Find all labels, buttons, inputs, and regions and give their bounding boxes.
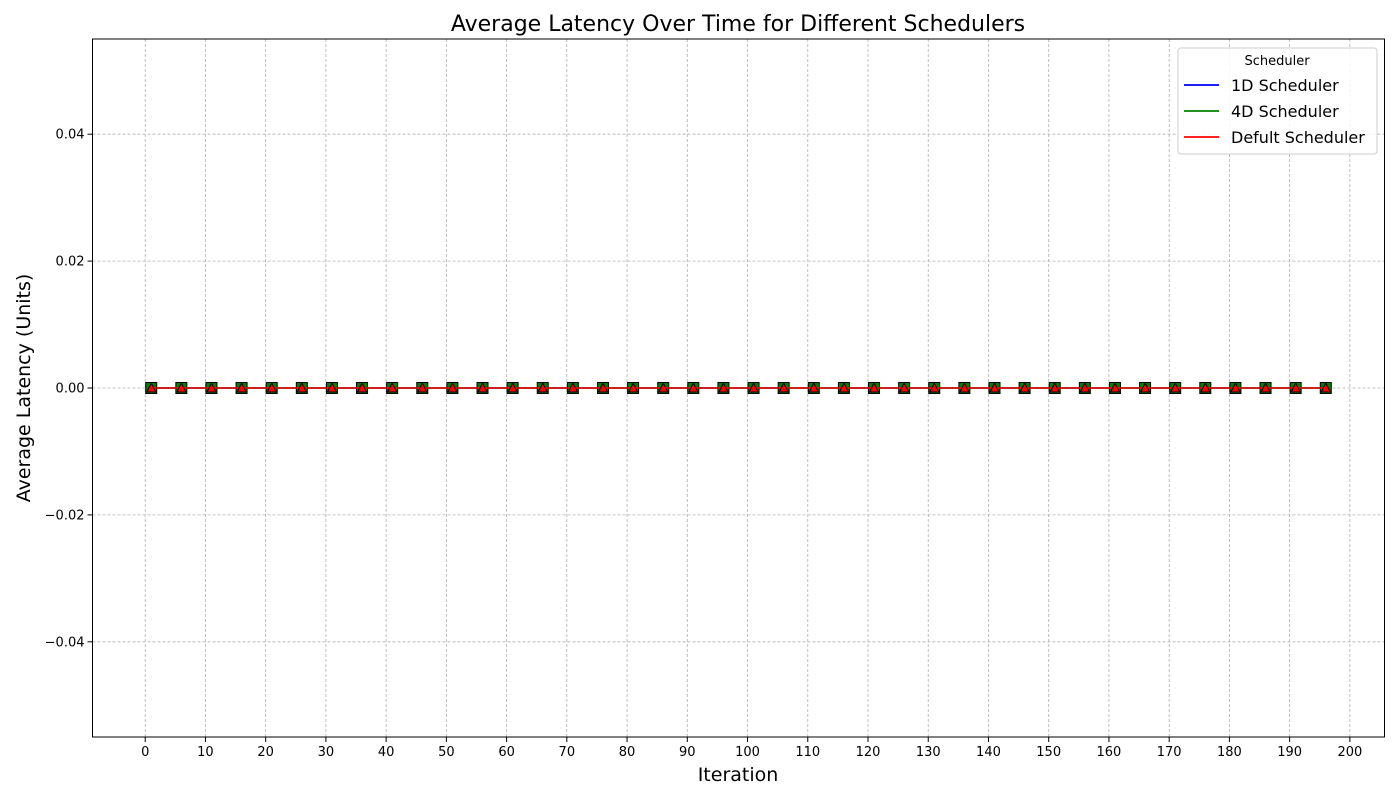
- y-tick-label: 0.00: [56, 382, 85, 397]
- legend-title: Scheduler: [1244, 54, 1310, 69]
- data-point: [206, 381, 217, 393]
- series-3: [145, 381, 1332, 393]
- legend-box: [1177, 47, 1378, 155]
- data-point: [778, 381, 789, 393]
- data-point: [1049, 381, 1061, 393]
- data-point: [537, 381, 549, 393]
- data-point: [627, 381, 639, 393]
- x-axis-label: Iteration: [698, 764, 779, 786]
- data-point: [959, 381, 970, 393]
- data-point: [416, 381, 428, 393]
- x-tick-label: 100: [735, 745, 760, 760]
- legend-entry: 1D Scheduler: [1184, 76, 1339, 95]
- data-point: [1260, 381, 1271, 393]
- x-tick-label: 150: [1036, 745, 1061, 760]
- x-axis-ticks: 0 10 20 30 40 50 60 70 80 90 100 110 120 130 140 150 160…: [141, 737, 1362, 760]
- legend-label: 1D Scheduler: [1231, 76, 1339, 95]
- data-point: [868, 381, 880, 393]
- data-point: [447, 381, 458, 393]
- legend-label: 4D Scheduler: [1231, 102, 1339, 121]
- data-point: [477, 381, 488, 393]
- x-tick-label: 30: [318, 745, 335, 760]
- data-point: [597, 381, 609, 393]
- y-tick-label: 0.02: [56, 255, 85, 270]
- x-tick-label: 80: [619, 745, 636, 760]
- x-tick-label: 180: [1217, 745, 1242, 760]
- data-point: [386, 381, 398, 393]
- data-point: [326, 381, 338, 393]
- x-tick-label: 0: [141, 745, 149, 760]
- data-point: [236, 381, 247, 393]
- data-point: [1290, 381, 1301, 393]
- data-point: [838, 381, 850, 393]
- x-tick-label: 90: [679, 745, 696, 760]
- legend-entries: 1D Scheduler 4D Scheduler Defult Scheduler: [1184, 76, 1365, 147]
- x-tick-label: 40: [378, 745, 395, 760]
- data-point: [718, 381, 729, 393]
- data-point: [1320, 381, 1332, 393]
- data-point: [1019, 381, 1030, 393]
- x-tick-label: 50: [438, 745, 455, 760]
- data-point: [1169, 381, 1181, 393]
- x-tick-label: 170: [1157, 745, 1182, 760]
- data-point: [657, 381, 669, 393]
- data-point: [507, 381, 518, 393]
- x-tick-label: 200: [1337, 745, 1362, 760]
- data-point: [1230, 381, 1241, 393]
- data-point: [808, 381, 820, 393]
- data-point: [989, 381, 1000, 393]
- data-point: [296, 381, 308, 393]
- data-point: [356, 381, 368, 393]
- y-axis-label: Average Latency (Units): [13, 274, 35, 503]
- y-tick-label: −0.02: [45, 508, 85, 523]
- series-layer: [145, 381, 1332, 394]
- x-tick-label: 130: [916, 745, 941, 760]
- x-tick-label: 60: [498, 745, 515, 760]
- chart-title: Average Latency Over Time for Different …: [451, 12, 1025, 37]
- x-tick-label: 20: [257, 745, 274, 760]
- data-point: [1199, 381, 1211, 393]
- data-point: [898, 381, 910, 393]
- x-tick-label: 190: [1277, 745, 1302, 760]
- legend-entry: Defult Scheduler: [1184, 128, 1365, 147]
- y-tick-label: −0.04: [45, 635, 85, 650]
- legend-entry: 4D Scheduler: [1184, 102, 1339, 121]
- x-tick-label: 160: [1097, 745, 1122, 760]
- legend-label: Defult Scheduler: [1231, 128, 1365, 147]
- data-point: [748, 381, 759, 393]
- data-point: [176, 381, 187, 393]
- x-tick-label: 70: [559, 745, 576, 760]
- data-point: [688, 381, 699, 393]
- data-point: [1109, 381, 1121, 393]
- data-point: [567, 381, 579, 393]
- y-tick-label: 0.04: [56, 128, 85, 143]
- x-tick-label: 120: [856, 745, 881, 760]
- data-point: [266, 381, 278, 393]
- data-point: [1139, 381, 1151, 393]
- y-axis-ticks: −0.04 −0.02 0.00 0.02 0.04: [45, 128, 93, 650]
- x-tick-label: 10: [197, 745, 214, 760]
- data-point: [145, 381, 157, 393]
- x-tick-label: 140: [976, 745, 1001, 760]
- data-point: [1079, 381, 1091, 393]
- x-tick-label: 110: [795, 745, 820, 760]
- legend: Scheduler 1D Scheduler 4D Scheduler Defult…: [1177, 47, 1378, 155]
- data-point: [928, 381, 940, 393]
